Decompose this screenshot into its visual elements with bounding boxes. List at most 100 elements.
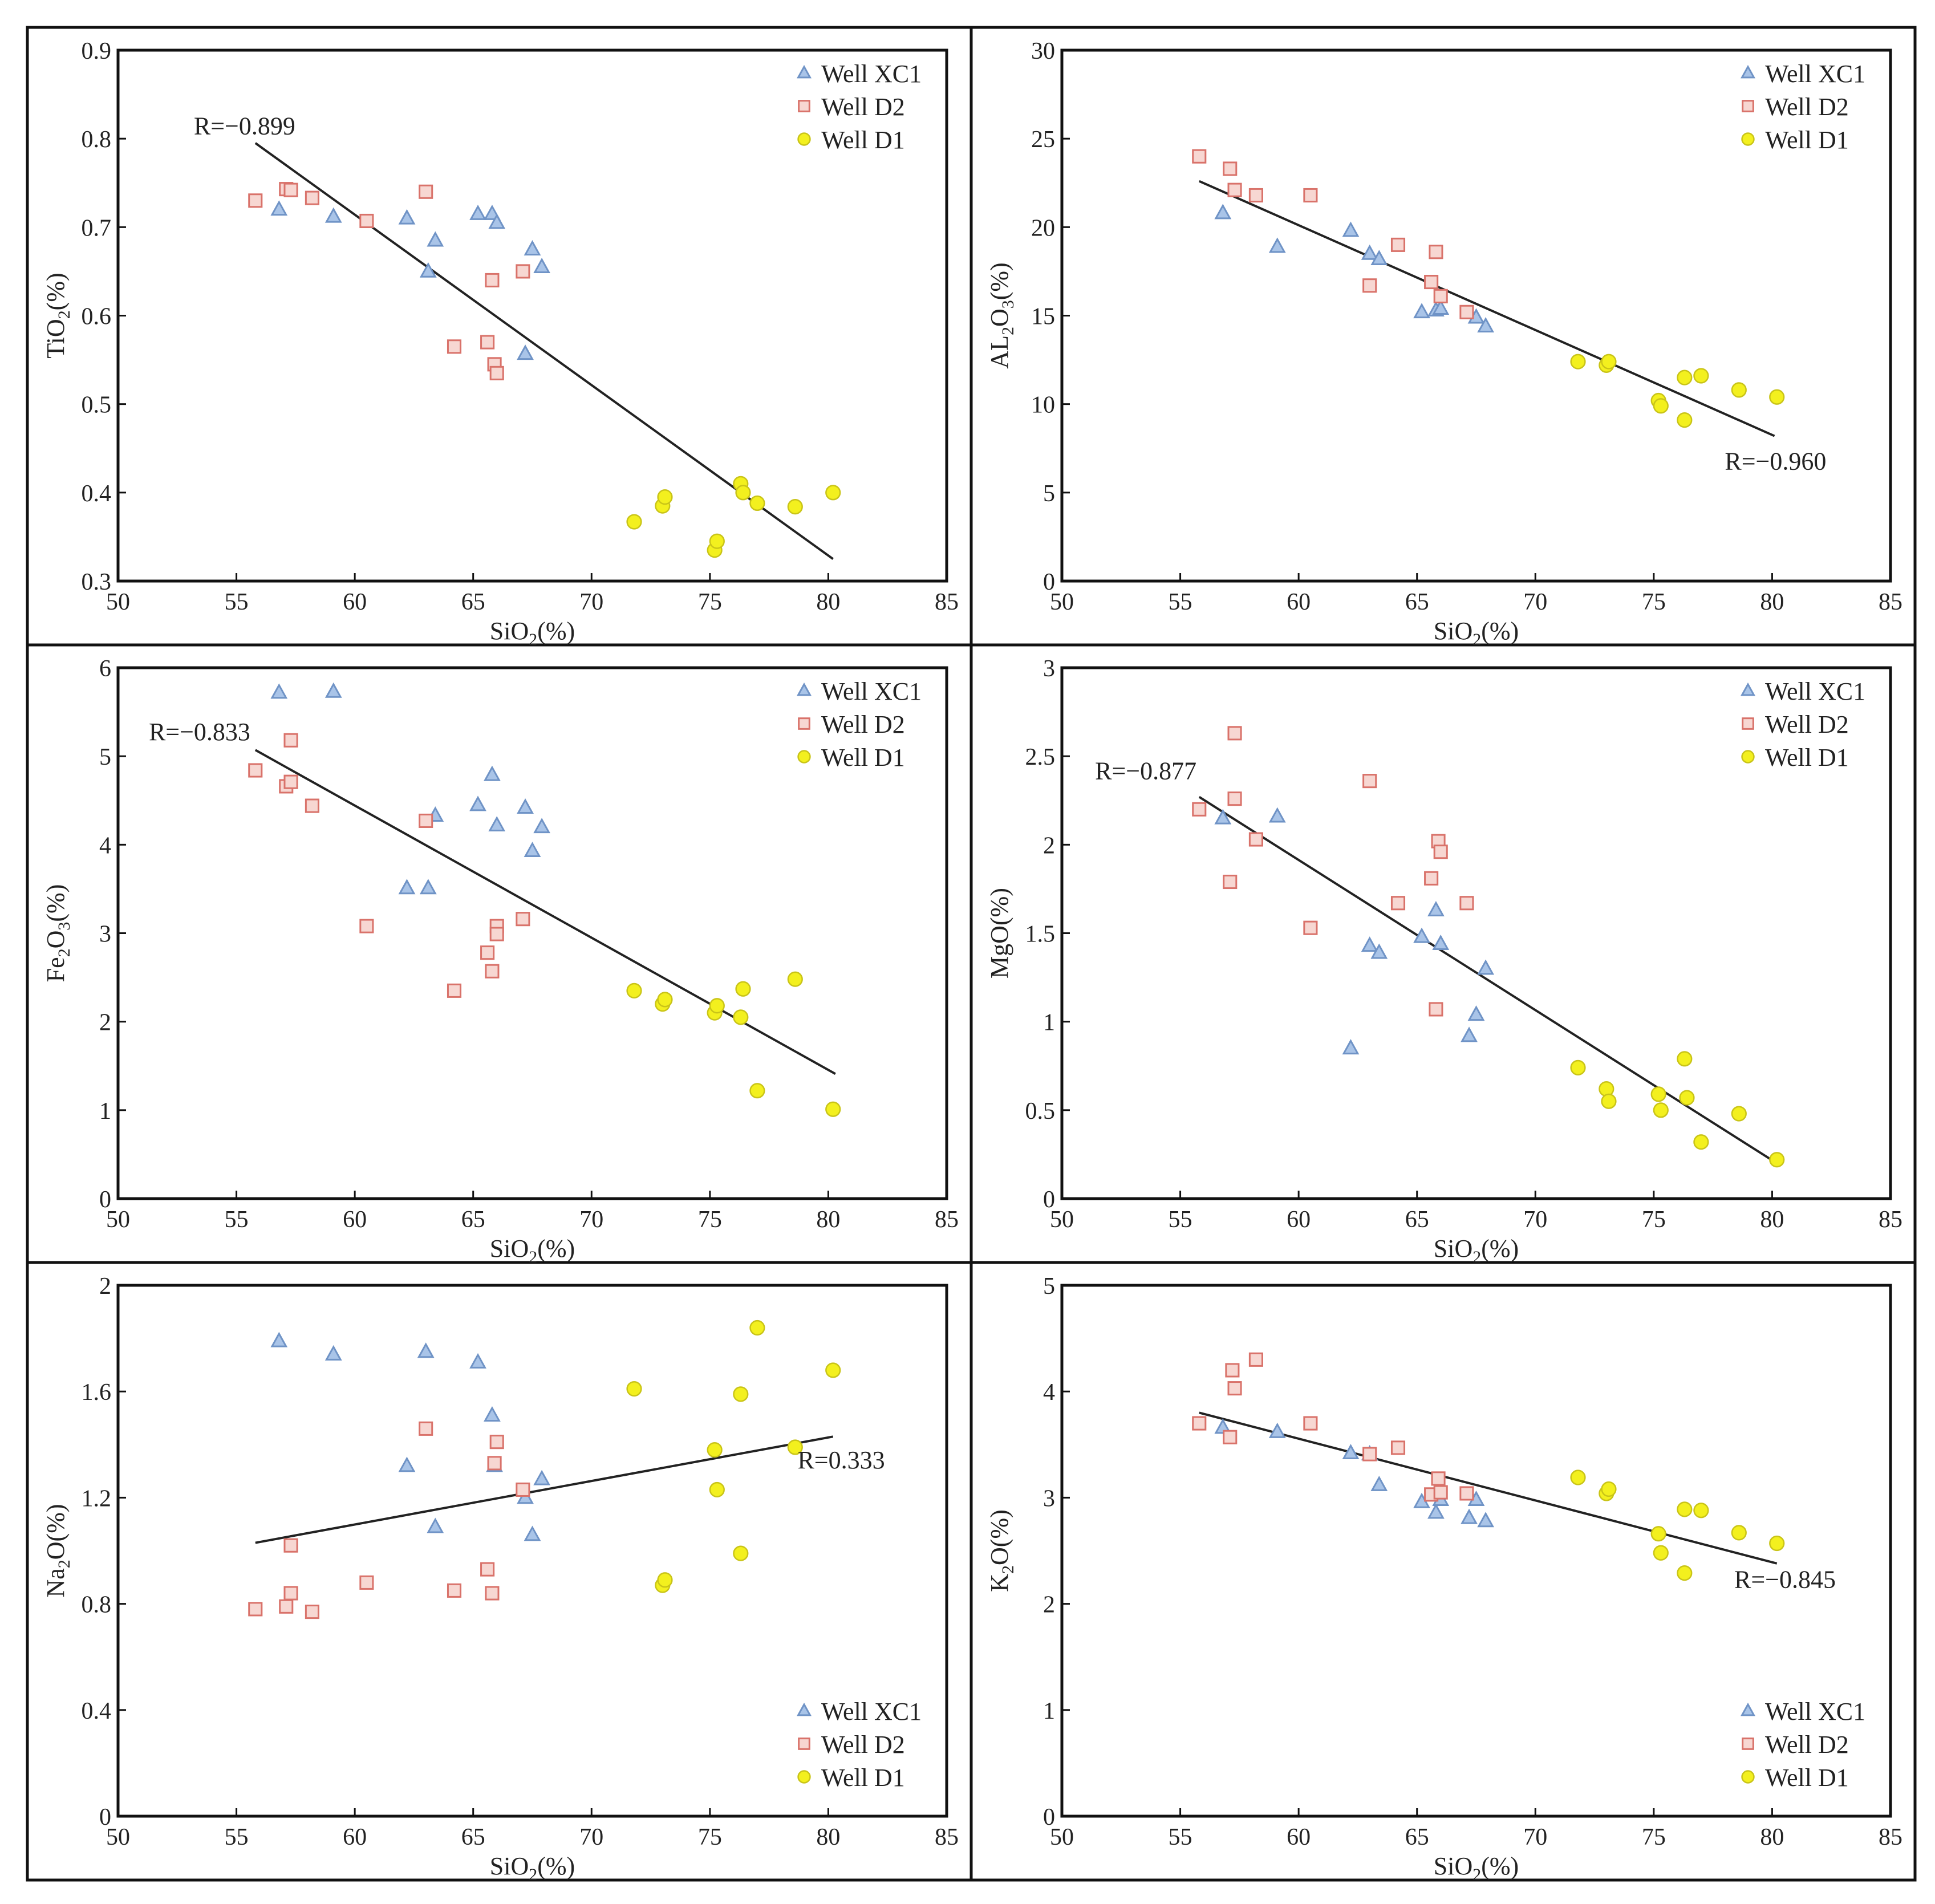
panel-na2o-x-tick-label: 80 [816,1824,840,1850]
panel-k2o-point-square [1192,1416,1207,1431]
panel-k2o-y-axis-label-mid: O [985,1547,1013,1565]
panel-fe2o3-y-axis-label-sub: 2 [55,948,74,957]
panel-tio2-point-triangle [270,200,288,216]
panel-fe2o3-x-axis-label-main: SiO [490,1235,529,1262]
panel-na2o-x-axis-label-suffix: (%) [537,1852,575,1880]
panels: 50 55 60 65 70 75 80 850.30.40.50.60.70.80.9SiO… [42,38,1902,1884]
panel-frame-6 [969,1261,1917,1882]
panel-al2o3-point-square [1227,182,1242,197]
panel-na2o-point-square [279,1599,294,1614]
panel-k2o-point-square [1459,1486,1474,1501]
panel-na2o-point-circle [749,1320,765,1336]
panel-fe2o3-y-axis-label-sub2: 3 [55,922,74,931]
panel-mgo-point-triangle [1361,936,1378,952]
panel-mgo-legend-marker-circle [1741,750,1755,764]
panel-k2o-legend-marker-circle [1741,1770,1755,1784]
panel-na2o-point-circle [825,1362,841,1378]
panel-fe2o3-legend-label: Well D2 [821,711,905,738]
panel-fe2o3: 50 55 60 65 70 75 80 850123456SiO2(%)Fe2O3(%)R=… [42,656,959,1266]
panel-mgo-point-square [1192,802,1207,817]
panel-fe2o3-x-tick-label: 65 [461,1207,485,1233]
panel-mgo-point-square [1424,871,1439,886]
panel-mgo-legend-label: Well D2 [1765,711,1849,738]
panel-na2o-x-tick-label: 60 [343,1824,367,1850]
panel-k2o-x-tick-label: 50 [1050,1824,1074,1850]
panel-mgo-point-square [1433,845,1448,859]
panel-na2o-x-axis-label: SiO2(%) [490,1852,575,1884]
panel-al2o3-point-triangle [1432,299,1450,315]
panel-al2o3-legend-marker-square [1742,100,1754,112]
panel-na2o: 50 55 60 65 70 75 80 8500.40.81.21.62SiO2(%)Na2… [42,1273,959,1884]
panel-na2o-y-tick-label: 1.6 [82,1379,112,1406]
panel-mgo-point-circle [1653,1102,1669,1118]
panel-k2o-x-axis-label: SiO2(%) [1434,1852,1519,1884]
panel-k2o-point-square [1303,1416,1318,1431]
panel-k2o-point-triangle [1370,1475,1388,1491]
panel-tio2-y-tick-label: 0.8 [82,127,112,153]
panel-k2o: 50 55 60 65 70 75 80 85012345SiO2(%)K2O(%)R=−0.… [985,1273,1902,1884]
panel-fe2o3-point-triangle [469,795,486,811]
panel-na2o-y-tick-label: 0.4 [82,1698,112,1724]
panel-fe2o3-y-tick-label: 0 [99,1187,111,1213]
panel-tio2-point-square [305,190,319,205]
panel-tio2-point-circle [657,489,673,505]
panel-tio2-legend-marker-circle [797,132,811,146]
panel-mgo-x-tick-label: 75 [1642,1207,1666,1233]
panel-mgo-point-square [1227,791,1242,806]
panel-mgo-legend-label: Well D1 [1765,744,1849,772]
panel-mgo-point-square [1362,774,1377,789]
panel-k2o-y-axis-label-main: K [985,1574,1013,1592]
panel-fe2o3-point-circle [735,981,751,997]
panel-tio2-point-circle [787,499,803,515]
panel-tio2-point-circle [709,533,725,549]
panel-al2o3-point-circle [1677,412,1693,428]
panel-mgo-point-triangle [1268,807,1286,823]
panel-mgo-point-triangle [1427,901,1445,917]
panel-fe2o3-y-tick-label: 6 [99,656,111,682]
panel-k2o-x-axis-label-main: SiO [1434,1852,1472,1880]
panel-mgo-point-triangle [1432,935,1450,950]
panel-mgo-point-square [1223,874,1238,890]
panel-al2o3-x-tick-label: 80 [1760,589,1784,615]
panel-mgo-point-square [1390,896,1406,911]
panel-na2o-point-square [487,1456,502,1471]
panel-al2o3-y-axis-label: AL2O3(%) [985,262,1017,368]
panel-al2o3-point-square [1248,188,1263,203]
panel-tio2-x-tick-label: 70 [579,589,603,615]
panel-tio2-x-axis-label-sub: 2 [529,630,537,649]
panel-k2o-y-tick-label: 4 [1043,1379,1055,1406]
panel-fe2o3-point-square [283,774,298,789]
panel-fe2o3-point-triangle [488,816,506,832]
panel-na2o-point-circle [733,1386,749,1402]
panel-fe2o3-point-triangle [270,683,288,699]
panel-al2o3-point-circle [1653,398,1669,414]
panel-na2o-y-axis-label-suffix: (%) [42,1504,70,1541]
panel-al2o3-legend-label: Well D2 [1765,93,1849,121]
panel-tio2-point-circle [735,485,751,501]
panel-k2o-x-tick-label: 80 [1760,1824,1784,1850]
panel-mgo-y-tick-label: 0.5 [1025,1098,1056,1124]
panel-na2o-x-axis-label-sub: 2 [529,1865,537,1884]
panel-fe2o3-point-square [248,763,263,778]
panel-tio2-y-tick-label: 0.4 [82,481,112,507]
panel-tio2-y-axis-label-sub: 2 [55,310,74,319]
panel-tio2-x-tick-label: 80 [816,589,840,615]
panel-fe2o3-point-square [283,733,298,748]
panel-tio2-y-tick-label: 0.3 [82,569,112,595]
panel-fe2o3-legend-marker-square [798,717,810,730]
panel-mgo-point-circle [1570,1059,1586,1075]
panel-k2o-point-square [1223,1430,1238,1444]
panel-tio2-y-axis-label: TiO2(%) [42,273,74,358]
panel-tio2-point-square [489,366,504,380]
panel-mgo-point-circle [1601,1093,1617,1109]
panel-na2o-point-square [283,1538,298,1553]
panel-al2o3-legend-label: Well D1 [1765,126,1849,154]
panel-mgo-point-circle [1769,1152,1785,1168]
panel-fe2o3-r-annotation: R=−0.833 [149,718,250,746]
panel-al2o3-point-square [1362,278,1377,293]
panel-al2o3-x-axis-label-main: SiO [1434,617,1472,645]
panel-na2o-point-square [480,1562,495,1577]
panel-na2o-point-square [419,1421,433,1436]
panel-fe2o3-point-square [480,945,495,960]
